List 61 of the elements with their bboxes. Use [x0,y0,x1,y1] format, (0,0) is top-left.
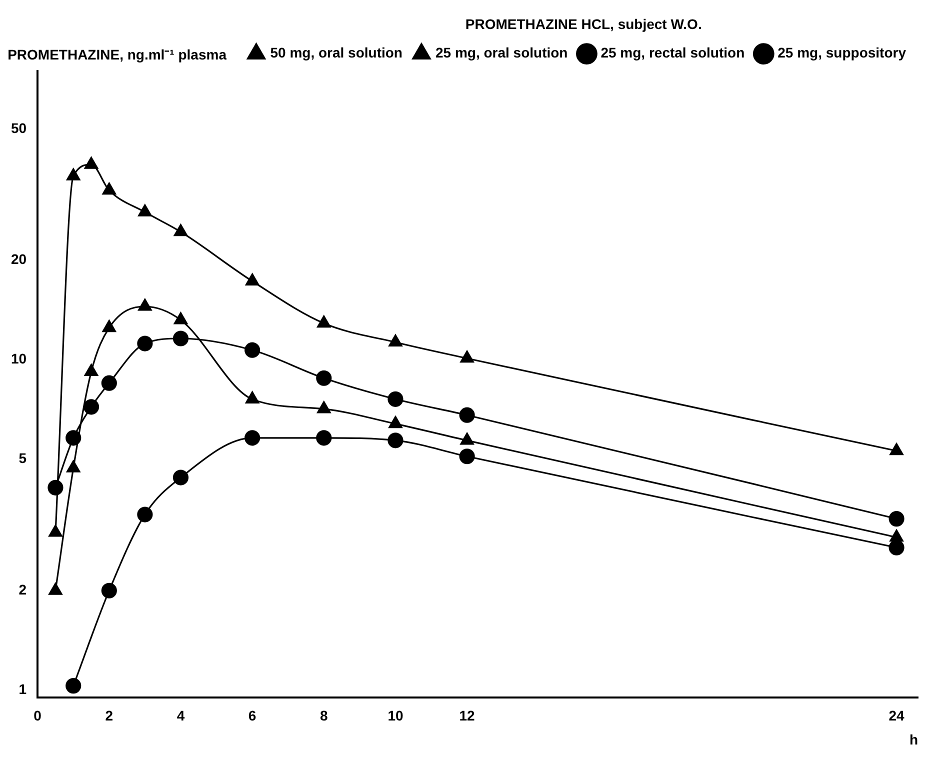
y-tick-label: 10 [10,350,27,367]
point [316,370,332,386]
point [66,168,80,180]
point [888,511,904,527]
y-tick-label: 5 [18,450,27,466]
point [66,460,80,472]
point [316,430,332,446]
point [138,204,152,216]
y-tick-label: 50 [10,120,27,136]
x-tick-label: 12 [459,708,476,724]
point [388,391,404,407]
x-tick-label: 0 [34,708,42,724]
x-tick-label: 24 [888,708,905,724]
point [84,364,98,376]
legend-label: 25 mg, rectal solution [600,44,745,61]
point [317,315,331,328]
point [460,432,474,445]
x-tick-label: 4 [176,708,185,724]
point [460,350,474,363]
point [66,430,82,446]
point [102,182,116,195]
point [317,401,331,414]
y-tick-label: 1 [18,680,27,697]
point [137,336,153,352]
x-axis-title: h [909,731,918,748]
point [137,506,153,522]
point [388,334,402,347]
point [138,298,152,311]
x-tick-label: 8 [320,708,328,724]
legend-label: 25 mg, oral solution [435,44,568,61]
point [459,448,475,464]
point [459,407,475,423]
point [890,443,904,456]
point [244,430,260,446]
y-tick-label: 2 [18,581,27,598]
point [388,416,402,428]
legend-label: 25 mg, suppository [778,44,906,61]
legend-label: 50 mg, oral solution [270,44,402,61]
point [48,524,62,537]
x-tick-label: 6 [248,708,256,724]
legend-title: PROMETHAZINE HCL, subject W.O. [465,16,702,32]
point [84,156,98,169]
point [388,432,404,448]
point [83,399,100,415]
point [172,470,189,486]
point [101,582,117,598]
point [245,391,260,404]
point [102,320,116,332]
point [890,530,904,542]
y-axis-title: PROMETHAZINE, ng.ml⁻¹ plasma [8,46,227,63]
y-tick-label: 20 [10,251,27,268]
point [245,273,260,286]
point [101,375,117,391]
x-tick-label: 10 [388,708,404,724]
point [66,678,82,694]
point [172,330,189,346]
point [174,224,188,236]
x-tick-label: 2 [105,708,114,724]
point [174,312,188,324]
point [888,540,904,556]
point [244,342,260,358]
